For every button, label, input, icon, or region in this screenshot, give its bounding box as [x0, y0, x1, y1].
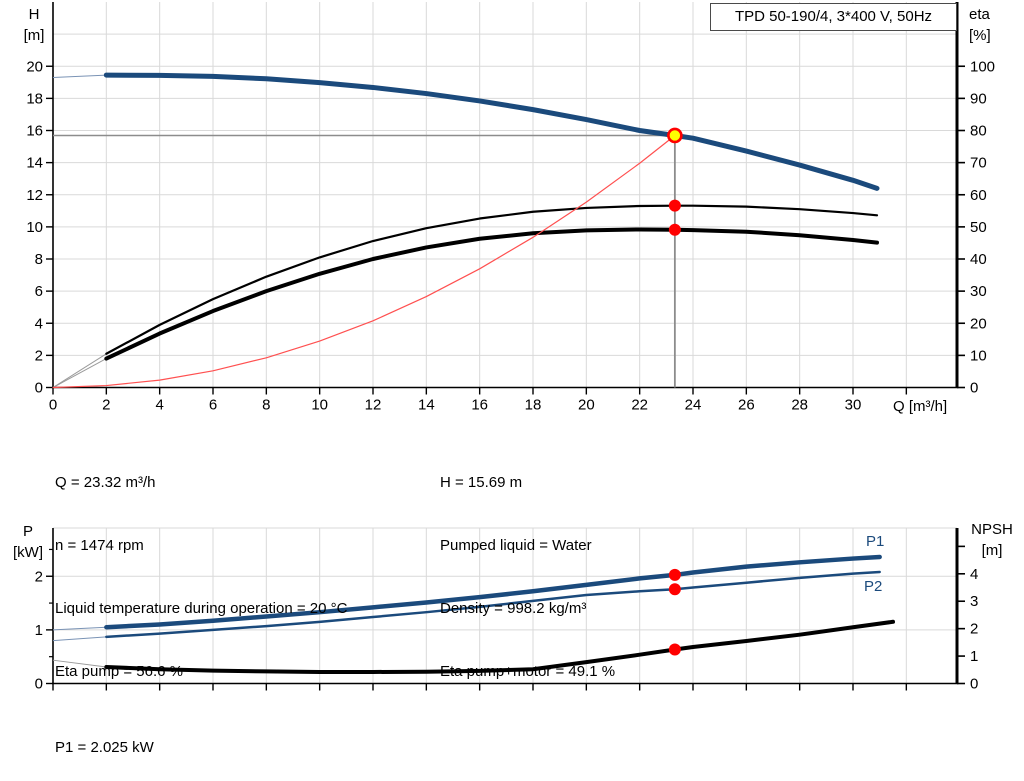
- y-right-tick-label: 100: [970, 58, 995, 75]
- info-p1: P1 = 2.025 kW: [55, 739, 154, 756]
- p1-duty-dot[interactable]: [668, 568, 681, 581]
- x-tick-label: 4: [155, 397, 163, 414]
- x-tick-label: 8: [262, 397, 270, 414]
- y-left-tick-label: 2: [35, 347, 43, 364]
- duty-info-left: Q = 23.32 m³/h n = 1474 rpm Liquid tempe…: [55, 430, 347, 724]
- eta-axis-title: eta [%]: [969, 6, 991, 44]
- y-left-tick-label: 0: [35, 676, 43, 693]
- y-left-tick-label: 8: [35, 251, 43, 268]
- y-left-tick-label: 4: [35, 315, 43, 332]
- y-left-tick-label: 20: [26, 58, 43, 75]
- p2-duty-dot[interactable]: [668, 583, 681, 596]
- y-left-tick-label: 10: [26, 219, 43, 236]
- eta-pump-motor-curve-lead: [52, 358, 107, 388]
- x-tick-label: 10: [311, 397, 328, 414]
- pump-title-box: TPD 50-190/4, 3*400 V, 50Hz: [710, 3, 957, 31]
- y-right-tick-label: 30: [970, 283, 987, 300]
- p1-curve-label: P1: [866, 533, 885, 550]
- h-axis-title: H [m]: [23, 6, 45, 44]
- x-tick-label: 22: [631, 397, 648, 414]
- x-tick-label: 26: [738, 397, 755, 414]
- info-h: H = 15.69 m: [440, 474, 523, 491]
- power-npsh-info: P1 = 2.025 kW P2 = 1.757 kW NPSH = 1.24 …: [55, 695, 160, 781]
- x-tick-label: 18: [525, 397, 542, 414]
- duty-point-marker[interactable]: [667, 127, 683, 144]
- eta-pump-curve[interactable]: [105, 204, 879, 355]
- y-right-tick-label: 4: [970, 566, 978, 583]
- y-left-tick-label: 16: [26, 123, 43, 140]
- y-right-tick-label: 2: [970, 621, 978, 638]
- npsh-curve-lead: [52, 659, 107, 668]
- info-eta-pump: Eta pump = 56.6 %: [55, 663, 183, 680]
- y-right-tick-label: 20: [970, 315, 987, 332]
- y-left-tick-label: 14: [26, 155, 43, 172]
- system-curve[interactable]: [52, 134, 676, 389]
- npsh-duty-dot[interactable]: [668, 643, 681, 656]
- x-tick-label: 20: [578, 397, 595, 414]
- P1[interactable]: [104, 554, 882, 630]
- y-left-tick-label: 6: [35, 283, 43, 300]
- y-right-tick-label: 70: [970, 155, 987, 172]
- x-tick-label: 28: [791, 397, 808, 414]
- y-right-tick-label: 0: [970, 676, 978, 693]
- eta-pump-motor-duty-dot[interactable]: [668, 223, 681, 236]
- y-right-tick-label: 80: [970, 123, 987, 140]
- info-density: Density = 998.2 kg/m³: [440, 600, 587, 617]
- info-speed: n = 1474 rpm: [55, 537, 144, 554]
- y-right-tick-label: 50: [970, 219, 987, 236]
- P2[interactable]: [105, 570, 881, 639]
- y-right-tick-label: 1: [970, 648, 978, 665]
- y-left-tick-label: 2: [35, 568, 43, 585]
- info-pumped-liquid: Pumped liquid = Water: [440, 537, 592, 554]
- info-eta-pump-motor: Eta pump+motor = 49.1 %: [440, 663, 616, 680]
- y-right-tick-label: 0: [970, 380, 978, 397]
- y-right-tick-label: 10: [970, 347, 987, 364]
- head-curve[interactable]: [103, 72, 880, 191]
- y-left-tick-label: 18: [26, 90, 43, 107]
- y-left-tick-label: 0: [35, 380, 43, 397]
- x-tick-label: 16: [471, 397, 488, 414]
- eta-pump-curve-lead: [52, 353, 107, 388]
- y-left-tick-label: 12: [26, 187, 43, 204]
- x-tick-label: 14: [418, 397, 435, 414]
- x-tick-label: 2: [102, 397, 110, 414]
- x-tick-label: 24: [685, 397, 702, 414]
- eta-pump-duty-dot[interactable]: [668, 199, 681, 212]
- x-tick-label: 12: [365, 397, 382, 414]
- info-q: Q = 23.32 m³/h: [55, 474, 156, 491]
- npsh-axis-title: NPSH [m]: [971, 521, 1013, 559]
- y-right-tick-label: 90: [970, 90, 987, 107]
- y-right-tick-label: 40: [970, 251, 987, 268]
- x-tick-label: 0: [49, 397, 57, 414]
- duty-info-right: H = 15.69 m Pumped liquid = Water Densit…: [440, 430, 615, 724]
- P2-lead: [52, 636, 107, 642]
- P1-lead: [52, 626, 107, 631]
- p2-curve-label: P2: [864, 578, 883, 595]
- x-tick-label: 6: [209, 397, 217, 414]
- q-axis-title: Q [m³/h]: [893, 398, 948, 415]
- info-liquid-temp: Liquid temperature during operation = 20…: [55, 600, 348, 617]
- y-right-tick-label: 60: [970, 187, 987, 204]
- npsh-curve[interactable]: [104, 619, 895, 674]
- eta-pump-motor-curve[interactable]: [104, 227, 879, 361]
- x-tick-label: 30: [845, 397, 862, 414]
- y-left-tick-label: 1: [35, 622, 43, 639]
- p-axis-title: P [kW]: [13, 523, 43, 561]
- y-right-tick-label: 3: [970, 593, 978, 610]
- head-curve-lead: [52, 74, 107, 78]
